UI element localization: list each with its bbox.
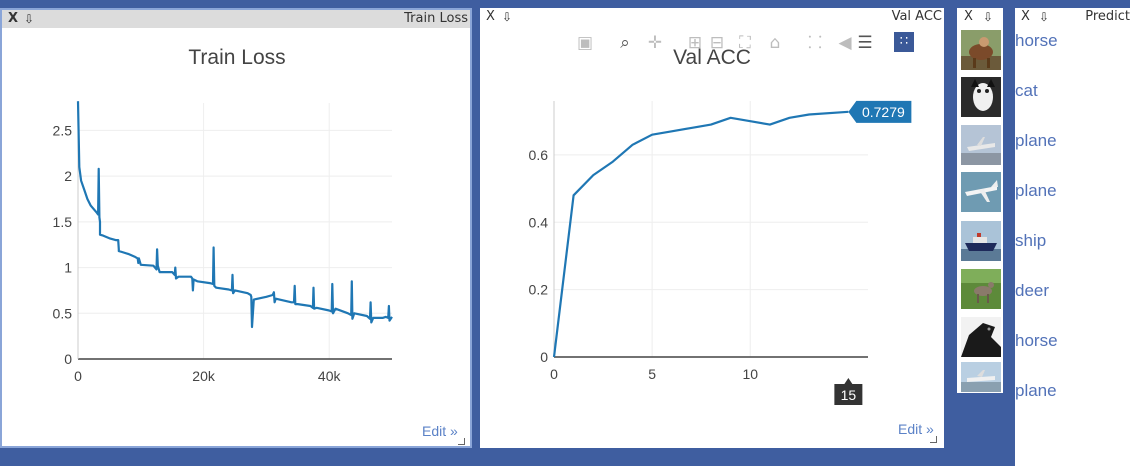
- zoom-icon[interactable]: ⌕: [620, 33, 630, 53]
- plotly-logo-icon[interactable]: ∷: [894, 32, 914, 52]
- chart-title: Val ACC: [673, 46, 751, 69]
- edit-link[interactable]: Edit »: [422, 423, 458, 439]
- camera-icon[interactable]: ▣: [576, 33, 594, 53]
- x-tick-label: 5: [648, 366, 656, 382]
- y-tick-label: 2: [64, 168, 72, 184]
- hover-closest-icon[interactable]: ◀: [838, 33, 852, 53]
- thumbnail-cat: [961, 77, 1001, 117]
- download-icon[interactable]: ⇩: [502, 10, 513, 24]
- prediction-label: horse: [1015, 31, 1058, 50]
- thumbnail-plane: [961, 125, 1001, 165]
- pane-titlebar[interactable]: X ⇩ Train Loss: [2, 10, 470, 28]
- hover-label-box: [848, 100, 912, 123]
- train-loss-chart[interactable]: 0 0.5 1 1.5 2 2.5 0 20k 40k: [2, 10, 472, 410]
- autoscale-icon[interactable]: ⛶: [739, 33, 751, 53]
- pane-title: Predict: [1085, 9, 1130, 24]
- x-tick-label: 20k: [192, 368, 216, 384]
- y-tick-label: 0.2: [529, 282, 549, 298]
- prediction-label: cat: [1015, 81, 1038, 100]
- y-tick-label: 1: [64, 260, 72, 276]
- prediction-label: ship: [1015, 231, 1047, 250]
- prediction-label: plane: [1015, 381, 1057, 400]
- thumbnail-plane: [961, 362, 1001, 392]
- x-tick-label: 0: [550, 366, 558, 382]
- pane-title: Val ACC: [891, 9, 942, 24]
- reset-axes-icon[interactable]: ⌂: [769, 33, 781, 53]
- pane-title: Train Loss: [404, 11, 468, 26]
- zoom-in-icon[interactable]: ⊞: [687, 33, 703, 53]
- resize-handle[interactable]: [458, 438, 465, 445]
- spike-lines-icon[interactable]: ⸬: [807, 33, 823, 53]
- resize-handle[interactable]: [930, 436, 937, 443]
- thumbnail-horse: [961, 30, 1001, 70]
- predict-pane: X ⇩ Predict horse cat plane plane ship d…: [1015, 8, 1130, 466]
- close-icon[interactable]: X: [8, 11, 19, 26]
- train-loss-pane: X ⇩ Train Loss Train Loss 0 0.5 1 1.5 2 2.5 0 2…: [0, 8, 472, 448]
- pane-titlebar[interactable]: X ⇩: [957, 8, 1003, 24]
- close-icon[interactable]: X: [1021, 9, 1030, 24]
- y-tick-label: 0.5: [53, 305, 73, 321]
- download-icon[interactable]: ⇩: [983, 10, 994, 24]
- hover-x-label-box: [834, 378, 863, 405]
- pane-titlebar[interactable]: X ⇩ Predict: [1015, 8, 1130, 26]
- chart-title: Train Loss: [188, 46, 286, 69]
- y-tick-label: 0: [540, 349, 548, 365]
- prediction-label: plane: [1015, 131, 1057, 150]
- edit-link[interactable]: Edit »: [898, 421, 934, 437]
- x-tick-label: 40k: [318, 368, 342, 384]
- y-tick-label: 2.5: [53, 122, 73, 138]
- images-pane: X ⇩: [957, 8, 1003, 393]
- zoom-out-icon[interactable]: ⊟: [709, 33, 725, 53]
- download-icon[interactable]: ⇩: [24, 12, 35, 26]
- hover-x-label: 15: [841, 387, 857, 403]
- prediction-label: plane: [1015, 181, 1057, 200]
- hover-compare-icon[interactable]: ☰: [857, 33, 873, 53]
- series-line: [76, 101, 393, 329]
- hover-label-value: 0.7279: [862, 104, 905, 120]
- series-line: [552, 110, 849, 358]
- thumbnail-horse: [961, 317, 1001, 357]
- val-acc-chart[interactable]: 0 0.2 0.4 0.6 0 5 10 0.7279 15: [480, 8, 944, 418]
- val-acc-pane: X ⇩ Val ACC Val ACC 0 0.2 0.4 0.6 0 5 10 0.7279…: [480, 8, 944, 448]
- y-tick-label: 0.4: [529, 214, 549, 230]
- pan-icon[interactable]: ✛: [647, 33, 663, 53]
- x-tick-label: 10: [742, 366, 758, 382]
- y-tick-label: 0.6: [529, 147, 549, 163]
- close-icon[interactable]: X: [964, 9, 973, 24]
- prediction-label: deer: [1015, 281, 1050, 300]
- x-tick-label: 0: [74, 368, 82, 384]
- y-tick-label: 1.5: [53, 214, 73, 230]
- thumbnail-deer: [961, 269, 1001, 309]
- close-icon[interactable]: X: [486, 9, 495, 24]
- download-icon[interactable]: ⇩: [1039, 10, 1050, 24]
- y-tick-label: 0: [64, 351, 72, 367]
- pane-titlebar[interactable]: X ⇩ Val ACC: [480, 8, 944, 26]
- thumbnail-plane: [961, 172, 1001, 212]
- prediction-label: horse: [1015, 331, 1058, 350]
- thumbnail-ship: [961, 221, 1001, 261]
